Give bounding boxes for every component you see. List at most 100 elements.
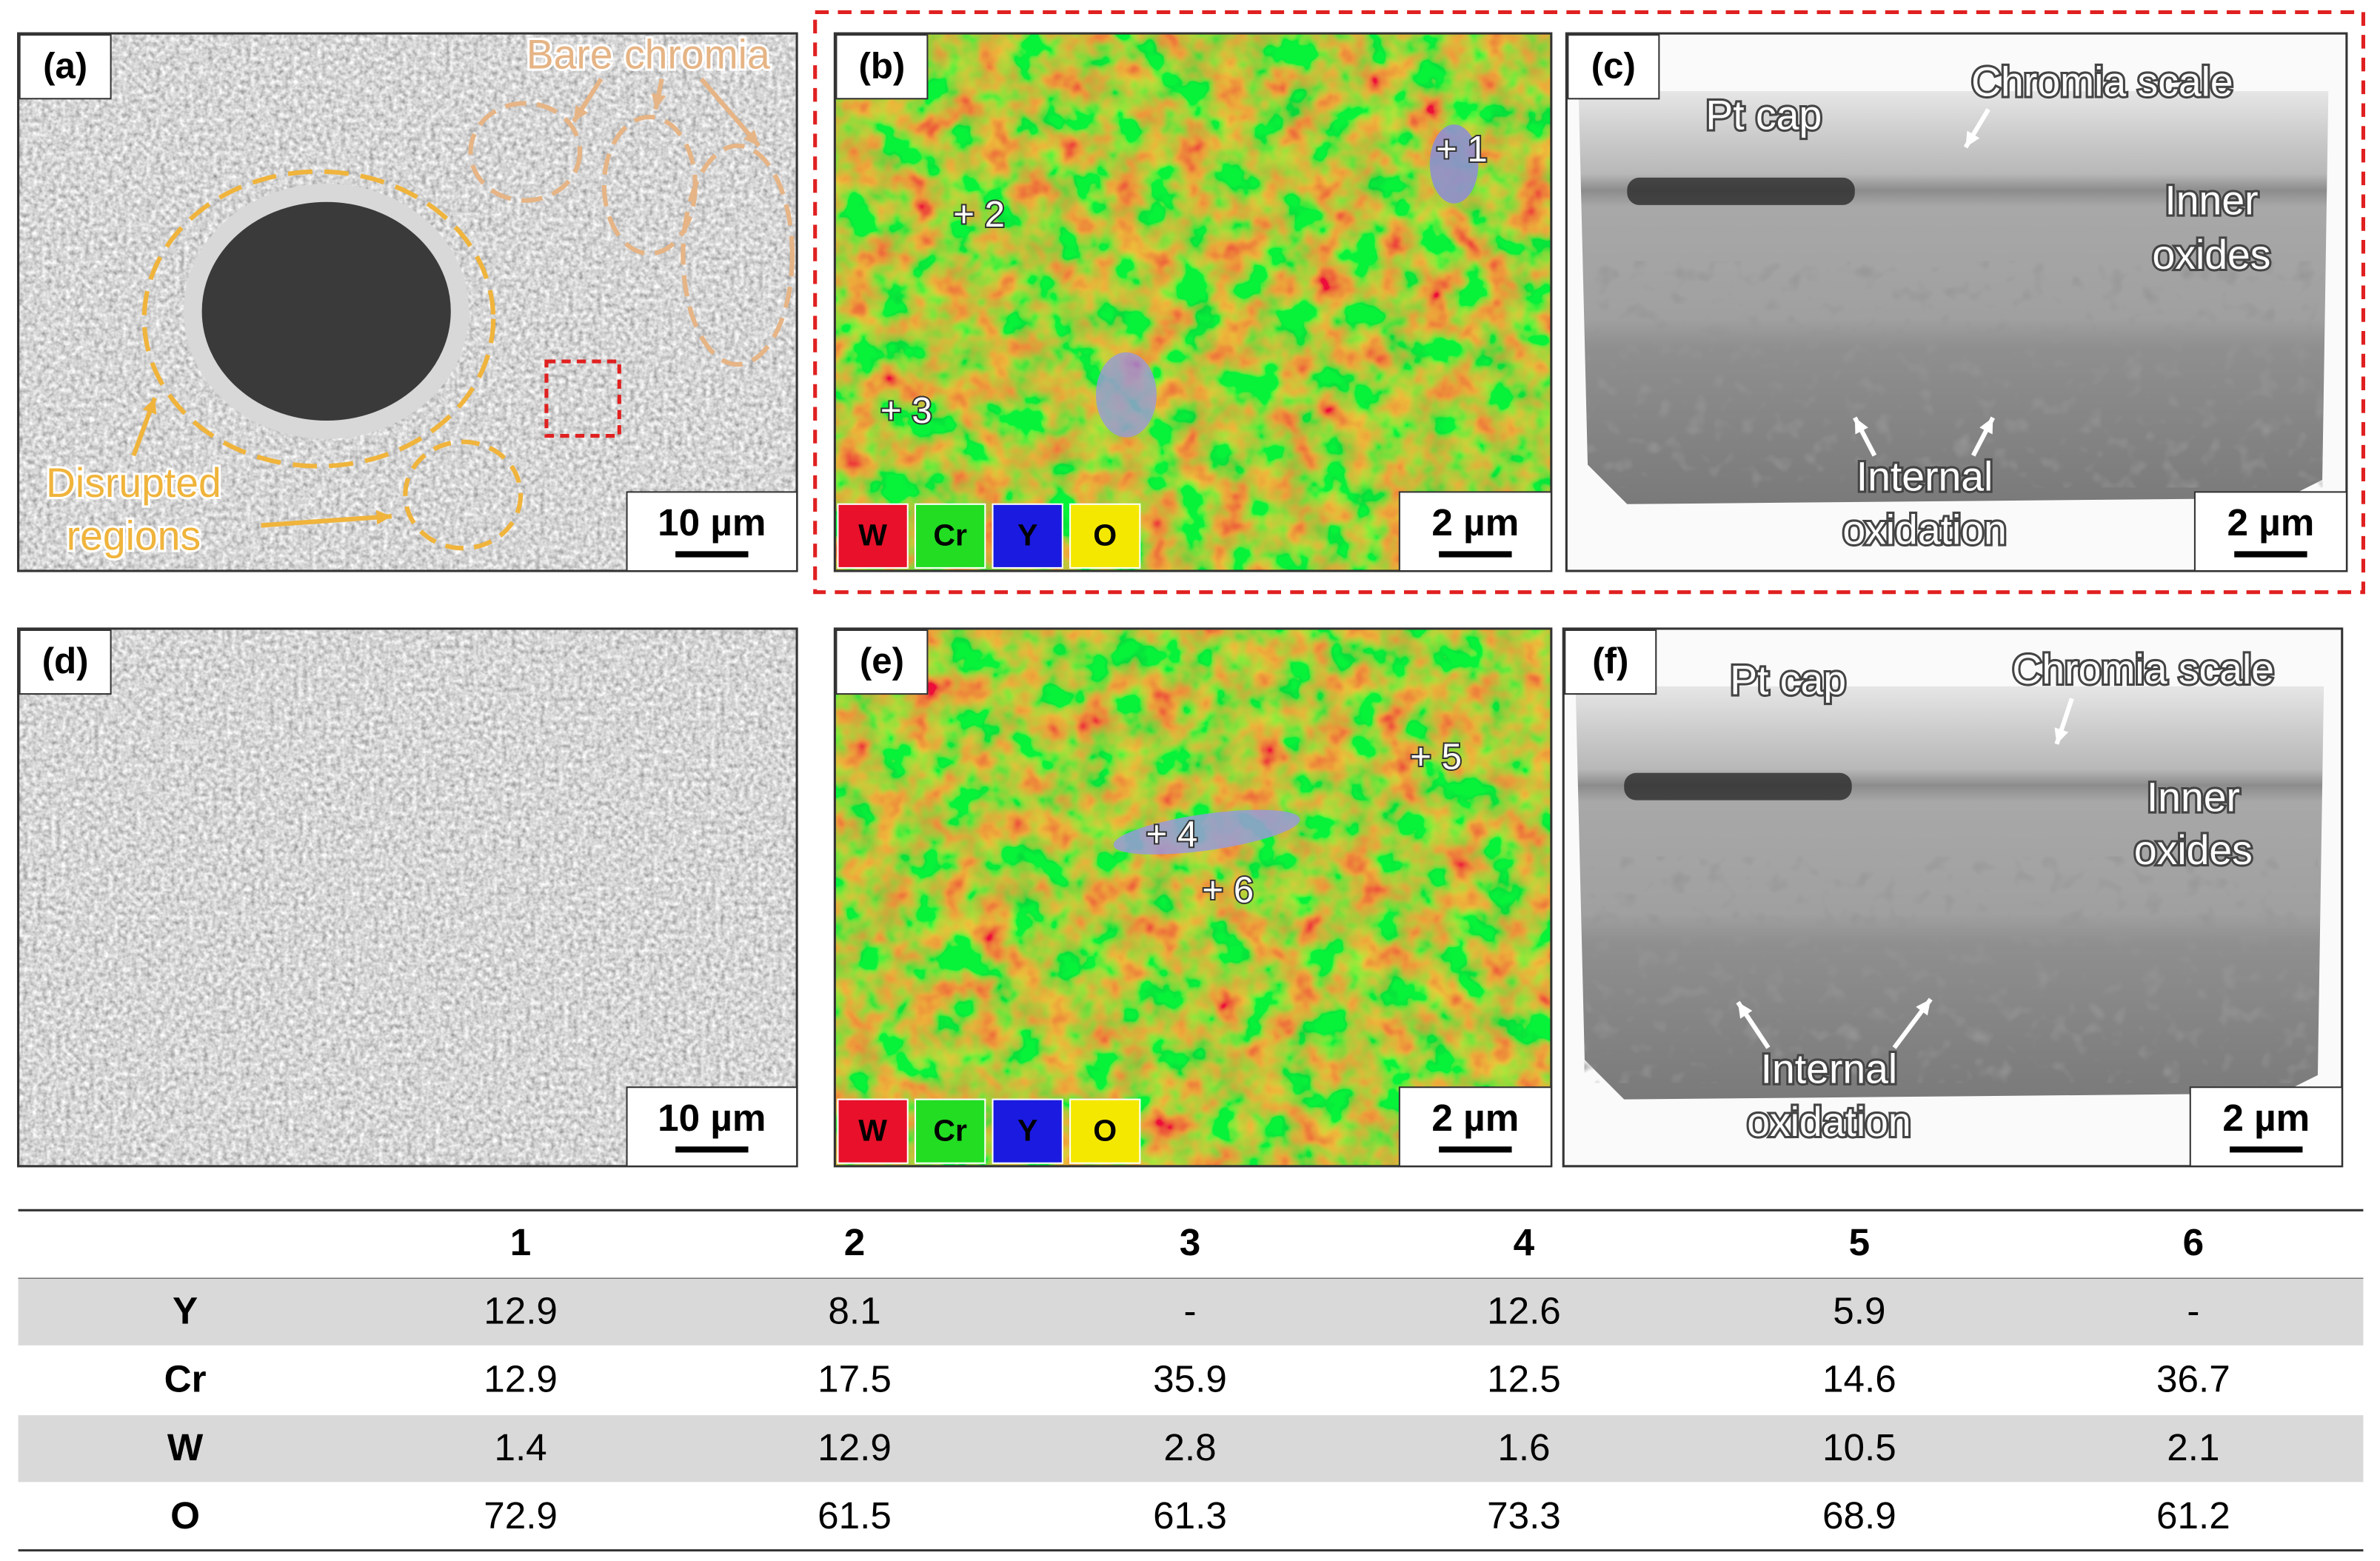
row-shade	[18, 1415, 2364, 1483]
region-of-interest	[544, 359, 621, 438]
annotation: Internal	[1856, 454, 1993, 500]
legend-swatch	[992, 503, 1063, 569]
scale-bar-label: 10 µm	[658, 501, 766, 544]
disrupted-outline	[403, 439, 524, 551]
annotation: Pt cap	[1705, 93, 1822, 138]
annotation: oxides	[2153, 232, 2271, 278]
table-cell: 1.6	[1497, 1426, 1550, 1468]
pit	[193, 193, 461, 430]
legend-label: Cr	[933, 1114, 967, 1148]
legend-label: W	[858, 1114, 887, 1148]
table-cell: 68.9	[1822, 1494, 1896, 1537]
yttrium-grain	[1113, 809, 1300, 855]
scale-bar-label: 2 µm	[2227, 501, 2315, 544]
annotation: regions	[67, 513, 201, 559]
table-cell: 12.9	[484, 1289, 558, 1331]
pores	[1624, 772, 1852, 800]
point-label: + 5	[1410, 736, 1462, 777]
column-header: 3	[1180, 1221, 1201, 1263]
table-cell: 5.9	[1833, 1289, 1885, 1331]
table-cell: 35.9	[1153, 1358, 1227, 1400]
arrow-head	[2054, 727, 2069, 744]
table-cell: 61.2	[2156, 1494, 2230, 1537]
table-cell: 12.5	[1487, 1358, 1561, 1400]
table-cell: 10.5	[1822, 1426, 1896, 1468]
table-cell: 12.6	[1487, 1289, 1561, 1331]
pores	[1627, 177, 1855, 205]
annotation: Bare chromia	[527, 32, 770, 78]
table-cell: 8.1	[828, 1289, 880, 1331]
scale-bar-box	[1398, 491, 1552, 572]
point-label: + 1	[1436, 129, 1488, 170]
table-cell: 73.3	[1487, 1494, 1561, 1537]
point-label: + 6	[1202, 870, 1254, 911]
pit-rim	[184, 184, 469, 439]
legend-label: Y	[1017, 1114, 1037, 1148]
panel-frame	[833, 32, 1553, 572]
scale-bar-box	[626, 491, 798, 572]
bare-chromia-outline	[681, 143, 795, 367]
legend-label: W	[858, 518, 887, 552]
yttrium-grain	[1095, 352, 1157, 438]
row-header: W	[167, 1426, 204, 1468]
disrupted-outline	[141, 169, 496, 469]
eds-map	[835, 33, 1551, 572]
scale-bar-label: 10 µm	[658, 1097, 766, 1139]
legend-label: O	[1093, 518, 1117, 552]
panel-frame	[17, 627, 798, 1168]
table-cell: 61.3	[1153, 1494, 1227, 1537]
legend-label: Cr	[933, 518, 967, 552]
panel-label: (c)	[1591, 45, 1636, 86]
arrow-head	[573, 104, 589, 122]
annotation: Pt cap	[1730, 657, 1846, 703]
panel-label-box	[835, 34, 929, 100]
legend-swatch	[837, 1098, 909, 1164]
yttrium-grain	[1429, 124, 1479, 204]
legend-swatch	[1069, 1098, 1141, 1164]
legend-label: Y	[1017, 518, 1037, 552]
row-header: Y	[173, 1289, 198, 1331]
point-label: + 4	[1146, 814, 1198, 855]
table-cell: 17.5	[818, 1358, 892, 1400]
arrow-head	[1916, 999, 1931, 1016]
panel-label: (a)	[43, 45, 87, 86]
table-cell: 12.9	[484, 1358, 558, 1400]
annotation: oxidation	[1747, 1099, 1911, 1145]
arrow-head	[1979, 417, 1993, 435]
arrow-head	[743, 130, 759, 146]
scale-bar-box	[2193, 491, 2347, 572]
legend-swatch	[992, 1098, 1063, 1164]
panel-label-box	[1567, 34, 1660, 100]
table-cell: 2.8	[1163, 1426, 1216, 1468]
arrow-head	[1965, 130, 1980, 147]
arrow-head	[1854, 417, 1868, 435]
scale-bar-label: 2 µm	[2222, 1097, 2310, 1139]
table-cell: 2.1	[2167, 1426, 2219, 1468]
panel-frame	[1565, 32, 2348, 572]
table-cell: -	[1183, 1289, 1196, 1331]
column-header: 5	[1849, 1221, 1871, 1263]
legend-swatch	[837, 503, 909, 569]
panel-label-box	[835, 629, 929, 695]
panel-label-box	[19, 629, 112, 695]
row-shade	[18, 1278, 2364, 1346]
table-cell: -	[2187, 1289, 2199, 1331]
internal-oxide-texture	[1588, 261, 2323, 488]
annotation: Chromia scale	[2012, 646, 2274, 692]
table-cell: 61.5	[818, 1494, 892, 1537]
panel-frame	[833, 627, 1553, 1168]
table-cell: 12.9	[818, 1426, 892, 1468]
scale-bar-label: 2 µm	[1431, 1097, 1519, 1139]
panel-label: (e)	[860, 641, 904, 681]
arrow	[261, 514, 392, 528]
panel-label: (b)	[859, 45, 906, 86]
annotation: oxidation	[1842, 507, 2007, 552]
arrow-head	[142, 398, 157, 415]
annotation: Inner	[2165, 177, 2258, 223]
panel-frame	[1562, 627, 2344, 1168]
panel-label: (f)	[1592, 641, 1628, 681]
scale-bar-box	[626, 1086, 798, 1167]
annotation: Chromia scale	[1971, 59, 2233, 104]
annotation: Inner	[2147, 774, 2240, 820]
